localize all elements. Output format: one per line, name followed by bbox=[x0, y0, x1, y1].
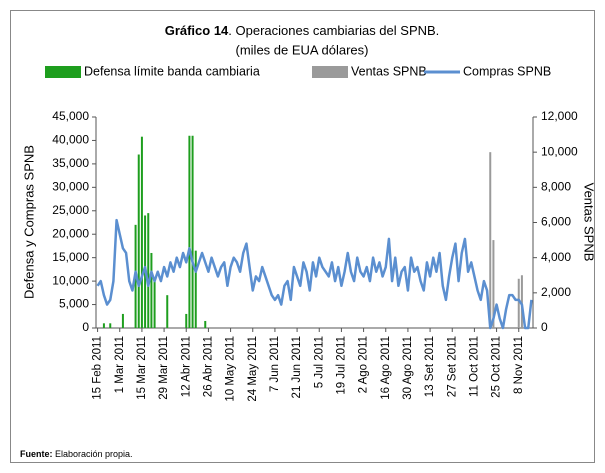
y-tick-label: 45,000 bbox=[52, 109, 89, 123]
x-tick-label: 10 May 2011 bbox=[225, 336, 237, 402]
y-tick-label: 25,000 bbox=[52, 203, 89, 217]
x-tick-label: 8 Nov 2011 bbox=[513, 336, 525, 394]
y-axis-title: Defensa y Compras SPNB bbox=[21, 145, 36, 299]
bar bbox=[492, 240, 495, 328]
x-tick-label: 7 Jun 2011 bbox=[269, 336, 281, 392]
bar bbox=[140, 136, 143, 328]
chart-frame bbox=[10, 10, 595, 463]
y-tick-label: 20,000 bbox=[52, 226, 89, 240]
bar bbox=[194, 250, 197, 328]
source-label: Fuente: bbox=[20, 449, 53, 459]
bar bbox=[517, 278, 520, 328]
chart-title: Gráfico 14. Operaciones cambiarias del S… bbox=[165, 23, 440, 38]
y2-tick-label: 2,000 bbox=[541, 285, 571, 299]
x-tick-label: 21 Jun 2011 bbox=[291, 336, 303, 398]
bar bbox=[153, 281, 156, 328]
y-tick-label: 35,000 bbox=[52, 156, 89, 170]
y-tick-label: 40,000 bbox=[52, 133, 89, 147]
bar bbox=[204, 320, 207, 328]
x-tick-label: 16 Ago 2011 bbox=[380, 336, 392, 400]
x-tick-label: 24 May 2011 bbox=[247, 336, 259, 402]
bar bbox=[188, 135, 191, 328]
x-tick-label: 1 Mar 2011 bbox=[114, 336, 126, 393]
line bbox=[96, 218, 533, 330]
y-tick-label: 15,000 bbox=[52, 250, 89, 264]
y2-tick-label: 0 bbox=[541, 320, 548, 334]
bar bbox=[185, 313, 188, 328]
bar bbox=[102, 323, 105, 328]
bar bbox=[489, 152, 492, 328]
x-tick-label: 12 Abr 2011 bbox=[180, 336, 192, 397]
y2-tick-label: 12,000 bbox=[541, 109, 578, 123]
bar bbox=[191, 135, 194, 328]
x-tick-label: 5 Jul 2011 bbox=[313, 336, 325, 388]
bar bbox=[109, 323, 112, 328]
chart-subtitle: (miles de EUA dólares) bbox=[236, 42, 369, 57]
bar bbox=[150, 252, 153, 328]
source-note: Fuente: Elaboración propia. bbox=[20, 449, 133, 459]
bar bbox=[147, 213, 150, 328]
y2-tick-label: 4,000 bbox=[541, 250, 571, 264]
legend-label: Compras SPNB bbox=[463, 64, 551, 78]
bar bbox=[166, 295, 169, 328]
bar bbox=[520, 275, 523, 328]
title-text: . Operaciones cambiarias del SPNB. bbox=[228, 23, 439, 38]
legend-label: Defensa límite banda cambiaria bbox=[84, 64, 260, 78]
legend-swatch bbox=[45, 66, 81, 78]
bar bbox=[137, 154, 140, 328]
x-tick-label: 2 Ago 2011 bbox=[358, 336, 370, 393]
legend-label: Ventas SPNB bbox=[351, 64, 427, 78]
legend-swatch bbox=[312, 66, 348, 78]
y-tick-label: 5,000 bbox=[59, 297, 89, 311]
x-tick-label: 30 Ago 2011 bbox=[402, 336, 414, 400]
y2-tick-label: 6,000 bbox=[541, 215, 571, 229]
x-tick-label: 15 Feb 2011 bbox=[92, 336, 104, 400]
title-bold: Gráfico 14 bbox=[165, 23, 229, 38]
y-tick-label: 30,000 bbox=[52, 180, 89, 194]
y-tick-label: 0 bbox=[82, 320, 89, 334]
bar bbox=[121, 313, 124, 328]
x-tick-label: 26 Abr 2011 bbox=[202, 336, 214, 397]
y2-tick-label: 8,000 bbox=[541, 180, 571, 194]
x-tick-label: 25 Oct 2011 bbox=[491, 336, 503, 398]
x-tick-label: 11 Oct 2011 bbox=[468, 336, 480, 397]
x-tick-label: 29 Mar 2011 bbox=[158, 336, 170, 400]
x-tick-label: 19 Jul 2011 bbox=[335, 336, 347, 395]
source-text: Elaboración propia. bbox=[53, 449, 133, 459]
x-tick-label: 13 Set 2011 bbox=[424, 336, 436, 397]
x-tick-label: 15 Mar 2011 bbox=[136, 336, 148, 400]
y2-tick-label: 10,000 bbox=[541, 144, 578, 158]
y2-axis-title: Ventas SPNB bbox=[582, 183, 597, 262]
x-tick-label: 27 Set 2011 bbox=[446, 336, 458, 397]
y-tick-label: 10,000 bbox=[52, 273, 89, 287]
